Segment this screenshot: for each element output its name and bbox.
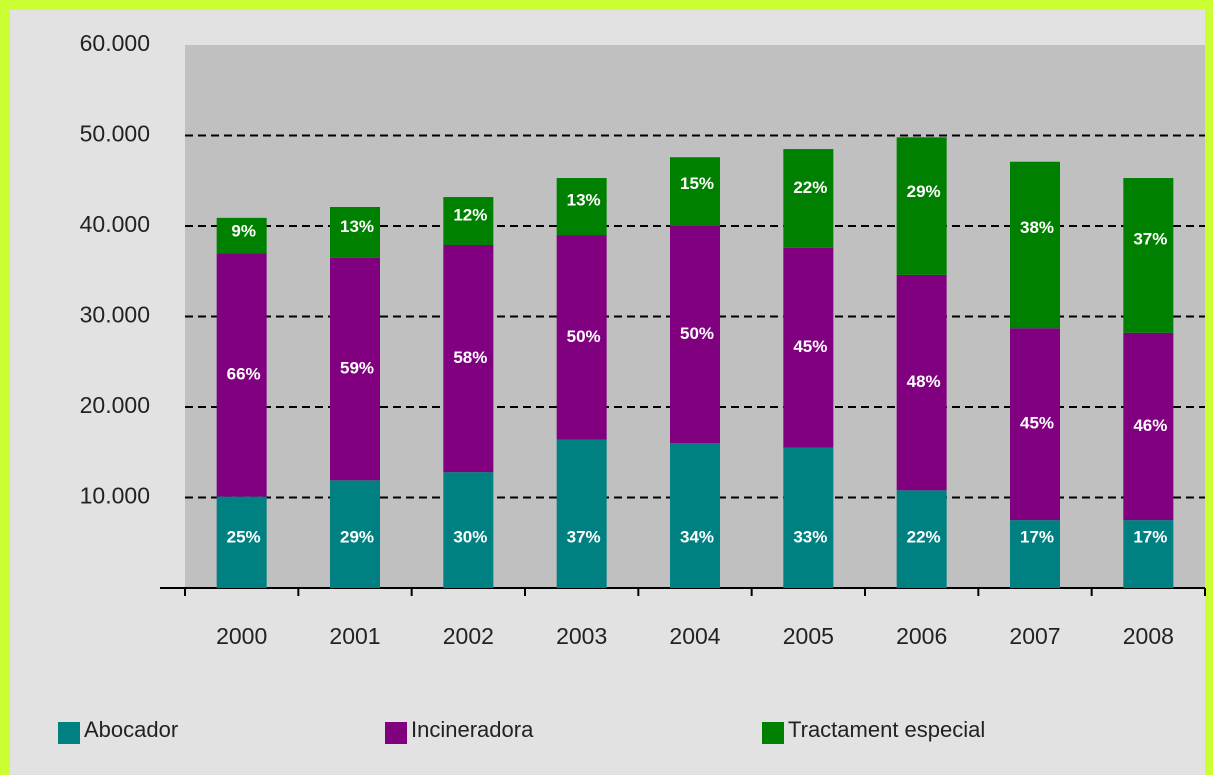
bar-segment bbox=[1123, 332, 1174, 521]
segment-label: 46% bbox=[1133, 416, 1167, 435]
segment-label: 34% bbox=[680, 527, 714, 546]
x-tick-label: 2005 bbox=[783, 623, 834, 649]
segment-label: 30% bbox=[453, 527, 487, 546]
segment-label: 17% bbox=[1133, 527, 1167, 546]
segment-label: 25% bbox=[227, 527, 261, 546]
segment-label: 50% bbox=[680, 324, 714, 343]
segment-label: 13% bbox=[340, 217, 374, 236]
bar-segment bbox=[896, 137, 947, 275]
bar-segment bbox=[1123, 520, 1174, 588]
legend-swatch bbox=[385, 722, 407, 744]
bar-segment bbox=[783, 247, 834, 448]
bar-segment bbox=[330, 257, 380, 481]
segment-label: 37% bbox=[1133, 229, 1167, 248]
segment-label: 22% bbox=[793, 178, 827, 197]
bar-segment bbox=[443, 245, 494, 473]
segment-label: 15% bbox=[680, 174, 714, 193]
bar-segment bbox=[330, 206, 380, 258]
x-tick-label: 2006 bbox=[896, 623, 947, 649]
segment-label: 50% bbox=[567, 327, 601, 346]
bar-segment bbox=[896, 274, 947, 491]
bar-segment bbox=[556, 235, 607, 440]
legend-label: Tractament especial bbox=[788, 717, 985, 742]
y-tick-label: 60.000 bbox=[80, 30, 150, 56]
segment-label: 29% bbox=[907, 182, 941, 201]
y-tick-label: 30.000 bbox=[80, 302, 150, 328]
segment-label: 45% bbox=[793, 337, 827, 356]
bar-segment bbox=[443, 472, 494, 588]
bar-segment bbox=[1123, 178, 1174, 333]
x-tick-label: 2004 bbox=[669, 623, 720, 649]
bar-segment bbox=[1010, 161, 1060, 329]
y-tick-label: 40.000 bbox=[80, 211, 150, 237]
bar-segment bbox=[783, 447, 834, 588]
segment-label: 38% bbox=[1020, 218, 1054, 237]
y-tick-label: 20.000 bbox=[80, 392, 150, 418]
legend-swatch bbox=[58, 722, 80, 744]
segment-label: 59% bbox=[340, 358, 374, 377]
bar-segment bbox=[443, 197, 494, 246]
bar-segment bbox=[670, 157, 720, 226]
bar-segment bbox=[556, 439, 607, 588]
x-tick-label: 2008 bbox=[1123, 623, 1174, 649]
bar-segment bbox=[330, 480, 380, 588]
bar-segment bbox=[216, 217, 267, 254]
bar-segment bbox=[670, 443, 720, 588]
segment-label: 58% bbox=[453, 348, 487, 367]
y-tick-label: 10.000 bbox=[80, 483, 150, 509]
x-tick-label: 2000 bbox=[216, 623, 267, 649]
bar-segment bbox=[783, 149, 834, 248]
x-tick-label: 2003 bbox=[556, 623, 607, 649]
legend-label: Abocador bbox=[84, 717, 178, 742]
bar-segment bbox=[556, 178, 607, 236]
segment-label: 13% bbox=[567, 190, 601, 209]
segment-label: 48% bbox=[907, 372, 941, 391]
segment-label: 12% bbox=[453, 206, 487, 225]
y-tick-label: 50.000 bbox=[80, 121, 150, 147]
x-tick-label: 2007 bbox=[1009, 623, 1060, 649]
segment-label: 45% bbox=[1020, 414, 1054, 433]
x-tick-label: 2002 bbox=[443, 623, 494, 649]
legend-swatch bbox=[762, 722, 784, 744]
bar-segment bbox=[896, 490, 947, 588]
segment-label: 9% bbox=[231, 221, 256, 240]
segment-label: 66% bbox=[227, 364, 261, 383]
legend-label: Incineradora bbox=[411, 717, 534, 742]
bar-segment bbox=[670, 226, 720, 444]
segment-label: 33% bbox=[793, 527, 827, 546]
segment-label: 29% bbox=[340, 527, 374, 546]
segment-label: 22% bbox=[907, 527, 941, 546]
bar-segment bbox=[216, 496, 267, 588]
segment-label: 17% bbox=[1020, 527, 1054, 546]
x-tick-label: 2001 bbox=[329, 623, 380, 649]
segment-label: 37% bbox=[567, 527, 601, 546]
bar-segment bbox=[216, 253, 267, 497]
bar-segment bbox=[1010, 328, 1060, 521]
bar-segment bbox=[1010, 520, 1060, 588]
